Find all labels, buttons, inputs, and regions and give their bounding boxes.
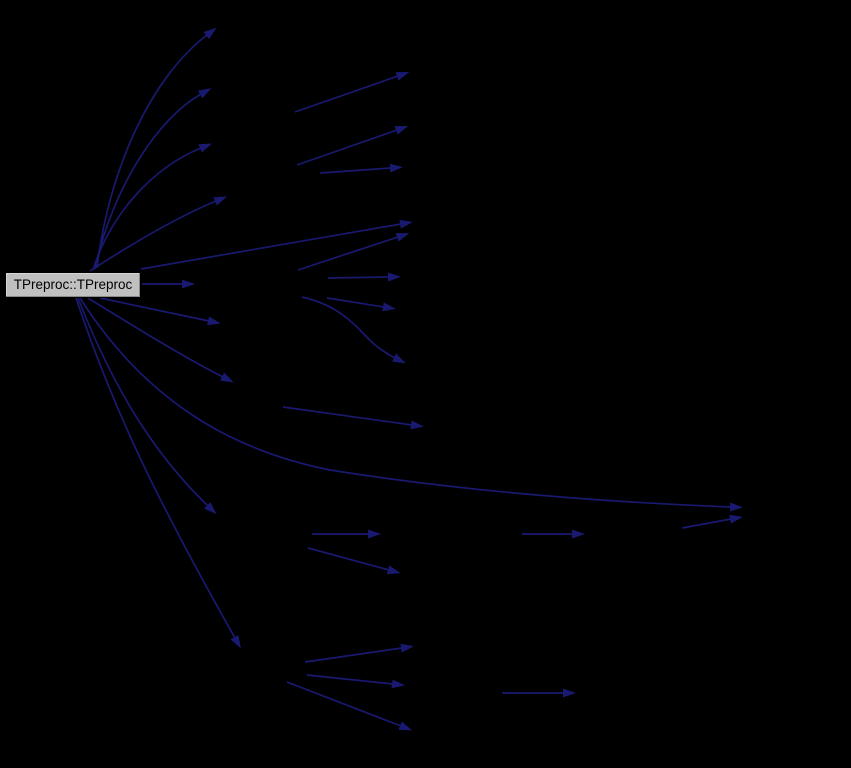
edge-box-to-right-long [140, 219, 413, 270]
edge-lower-fan-b [307, 547, 401, 575]
edge-box-to-mid-2 [87, 297, 234, 383]
edge-box-to-mid-1 [99, 297, 221, 326]
node-label: TPreproc::TPreproc [13, 277, 133, 293]
edge-fan-mid-s-curve [301, 296, 406, 364]
edge-box-sweep-far-right [79, 297, 743, 512]
edge-fan-mid-b [327, 272, 401, 282]
edge-fan-mid-c [326, 297, 396, 312]
edge-mid-diagonal [282, 406, 424, 430]
edge-box-to-low-1 [77, 297, 217, 515]
edge-box-to-top-2 [94, 87, 212, 270]
edge-bottom-fan-b [306, 674, 405, 689]
edge-fan-top-b [296, 126, 409, 166]
edge-chain-to-far-right [681, 514, 743, 529]
edge-box-to-low-2 [75, 297, 241, 649]
edge-fan-mid-a [297, 233, 410, 271]
edge-bottom-fan-a [304, 643, 414, 663]
edge-box-to-top-4 [89, 196, 228, 272]
edge-fan-top-a [294, 72, 410, 113]
edge-box-to-top-3 [92, 143, 213, 271]
edge-box-to-top-1 [96, 27, 217, 269]
edge-bottom-fan-c [286, 681, 413, 731]
edge-fan-top-c [319, 163, 403, 174]
node-tpreproc-tpreproc[interactable]: TPreproc::TPreproc [5, 272, 141, 298]
